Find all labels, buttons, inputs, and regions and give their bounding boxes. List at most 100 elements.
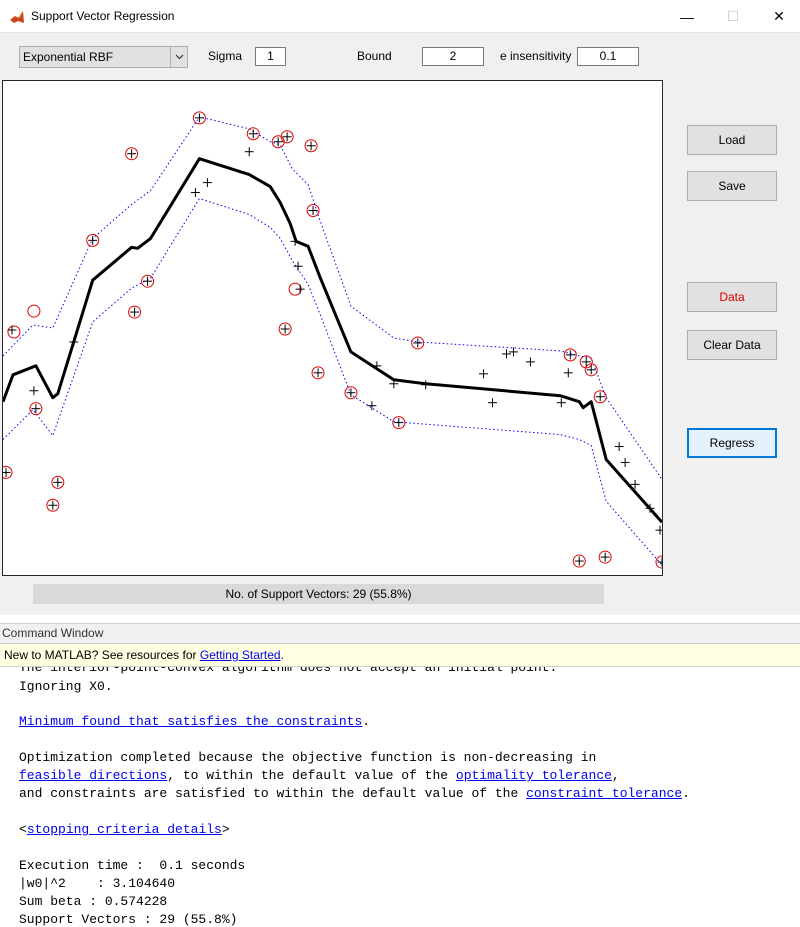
data-point [525, 357, 535, 367]
output-line: Optimization completed because the objec… [19, 750, 605, 765]
support-vector-marker [304, 139, 318, 153]
output-text: , to within the default value of the [167, 768, 456, 783]
regress-button[interactable]: Regress [687, 428, 777, 458]
data-point [127, 149, 137, 159]
support-vector-marker [3, 465, 13, 479]
data-point [488, 398, 498, 408]
output-text: . [362, 714, 371, 729]
close-icon: ✕ [773, 8, 785, 24]
data-point [69, 337, 79, 347]
feasible-directions-link[interactable]: feasible directions [19, 768, 168, 783]
minimize-button[interactable]: — [664, 0, 710, 33]
kernel-select[interactable]: Exponential RBF [19, 46, 188, 68]
load-button[interactable]: Load [687, 125, 777, 155]
support-vector-marker [86, 233, 100, 247]
data-point [620, 457, 630, 467]
data-point [563, 368, 573, 378]
support-vector-marker [29, 402, 43, 416]
data-point [595, 392, 605, 402]
data-point [280, 324, 290, 334]
support-vector-status: No. of Support Vectors: 29 (55.8%) [33, 584, 604, 604]
support-vector-marker [280, 130, 294, 144]
data-point [273, 137, 283, 147]
output-text: and constraints are satisfied to within … [19, 786, 527, 801]
output-line: Minimum found that satisfies the constra… [19, 714, 370, 729]
support-vector-marker [27, 304, 41, 318]
data-point [282, 132, 292, 142]
support-vector-marker [655, 555, 662, 569]
stopping-criteria-link[interactable]: stopping criteria details [26, 822, 222, 837]
optimality-tolerance-link[interactable]: optimality tolerance [455, 768, 612, 783]
data-point [501, 349, 511, 359]
data-point [130, 307, 140, 317]
matlab-logo-icon [10, 11, 24, 23]
minimize-icon: — [680, 8, 694, 25]
command-window-title: Command Window [0, 623, 800, 643]
output-text: . [682, 786, 690, 801]
command-window-banner: New to MATLAB? See resources for Getting… [0, 643, 800, 667]
support-vector-marker [51, 475, 65, 489]
data-point [313, 368, 323, 378]
upper-bound-line [3, 116, 662, 480]
data-point [421, 380, 431, 390]
output-text: < [19, 822, 27, 837]
constraint-tolerance-link[interactable]: constraint tolerance [526, 786, 683, 801]
data-point [657, 557, 662, 567]
support-vector-marker [598, 550, 612, 564]
data-point [389, 379, 399, 389]
output-text: > [221, 822, 230, 837]
output-line: Ignoring X0. [19, 679, 113, 694]
clear-data-button[interactable]: Clear Data [687, 330, 777, 360]
support-vector-marker [563, 348, 577, 362]
data-point [194, 113, 204, 123]
data-point [31, 404, 41, 414]
command-window-output[interactable]: The interior-point-convex algorithm does… [0, 667, 800, 927]
maximize-button[interactable]: ☐ [710, 0, 756, 33]
support-vector-marker [411, 336, 425, 350]
data-point [367, 401, 377, 411]
support-vector-marker [392, 416, 406, 430]
data-point [202, 178, 212, 188]
data-point [413, 338, 423, 348]
data-point [372, 361, 382, 371]
data-button[interactable]: Data [687, 282, 777, 312]
sigma-label: Sigma [208, 49, 243, 63]
support-vector-marker [192, 111, 206, 125]
data-point [295, 284, 305, 294]
data-point [630, 479, 640, 489]
epsilon-label: e insensitivity [500, 49, 572, 63]
support-vector-marker [46, 498, 60, 512]
data-point [556, 398, 566, 408]
lower-bound-line [3, 197, 662, 566]
regression-line [3, 157, 662, 524]
close-button[interactable]: ✕ [756, 0, 800, 33]
minimum-found-link[interactable]: Minimum found that satisfies the constra… [19, 714, 363, 729]
data-point [306, 141, 316, 151]
regression-plot[interactable] [2, 80, 663, 576]
data-point [7, 325, 17, 335]
data-point [244, 147, 254, 157]
support-vector-marker [311, 366, 325, 380]
epsilon-input[interactable]: 0.1 [577, 47, 639, 66]
output-line: feasible directions, to within the defau… [19, 768, 620, 783]
data-point [614, 442, 624, 452]
data-point [508, 347, 518, 357]
support-vector-marker [246, 127, 260, 141]
sigma-input[interactable]: 1 [255, 47, 286, 66]
output-line: The interior-point-convex algorithm does… [19, 667, 558, 675]
support-vector-marker [128, 305, 142, 319]
save-button[interactable]: Save [687, 171, 777, 201]
data-point [645, 503, 655, 513]
chevron-down-icon [170, 47, 187, 67]
data-point [581, 357, 591, 367]
kernel-select-value: Exponential RBF [23, 50, 114, 64]
plot-canvas [3, 111, 662, 569]
getting-started-link[interactable]: Getting Started [199, 648, 281, 662]
data-point [308, 205, 318, 215]
bound-input[interactable]: 2 [422, 47, 484, 66]
output-text: , [611, 768, 620, 783]
output-line: Support Vectors : 29 (55.8%) [19, 912, 238, 927]
data-point [479, 369, 489, 379]
support-vector-marker [579, 355, 593, 369]
title-bar: Support Vector Regression — ☐ ✕ [0, 0, 800, 33]
